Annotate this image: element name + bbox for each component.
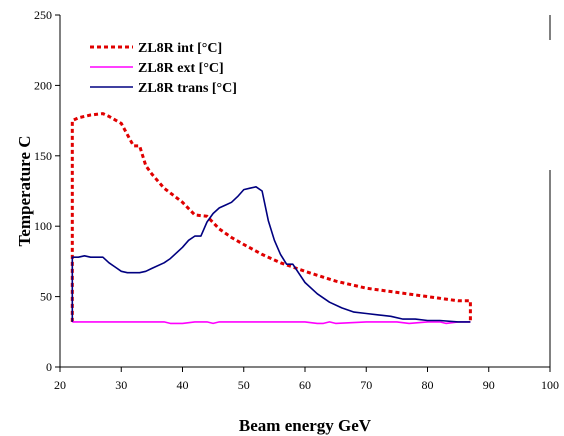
series-line-3 [71,186,471,323]
y-tick-label: 0 [46,360,52,374]
y-tick-label: 150 [34,149,52,163]
legend-label: ZL8R ext [°C] [138,61,224,76]
y-tick-label: 200 [34,78,52,92]
x-tick-label: 60 [299,378,311,392]
x-tick-label: 70 [360,378,372,392]
axes [55,14,551,372]
tick-labels: 20 30 40 50 60 70 80 90 100 0 50 100 150 200 250 [34,8,559,392]
plot-area [60,15,550,367]
x-tick-label: 30 [115,378,127,392]
x-tick-label: 50 [238,378,250,392]
x-tick-label: 90 [483,378,495,392]
series-line-2 [72,321,471,325]
y-tick-label: 100 [34,219,52,233]
y-tick-label: 250 [34,8,52,22]
x-axis-title: Beam energy GeV [239,416,372,435]
legend: ZL8R int [°C] ZL8R ext [°C] ZL8R trans [°C… [90,41,237,96]
legend-label: ZL8R int [°C] [138,41,222,56]
y-tick-label: 50 [40,290,52,304]
x-tick-label: 100 [541,378,559,392]
x-tick-label: 80 [422,378,434,392]
series-line-1 [70,112,472,322]
series-layer [70,112,472,325]
x-tick-label: 40 [177,378,189,392]
x-tick-label: 20 [54,378,66,392]
legend-label: ZL8R trans [°C] [138,81,237,96]
y-axis-title: Temperature C [15,136,34,247]
